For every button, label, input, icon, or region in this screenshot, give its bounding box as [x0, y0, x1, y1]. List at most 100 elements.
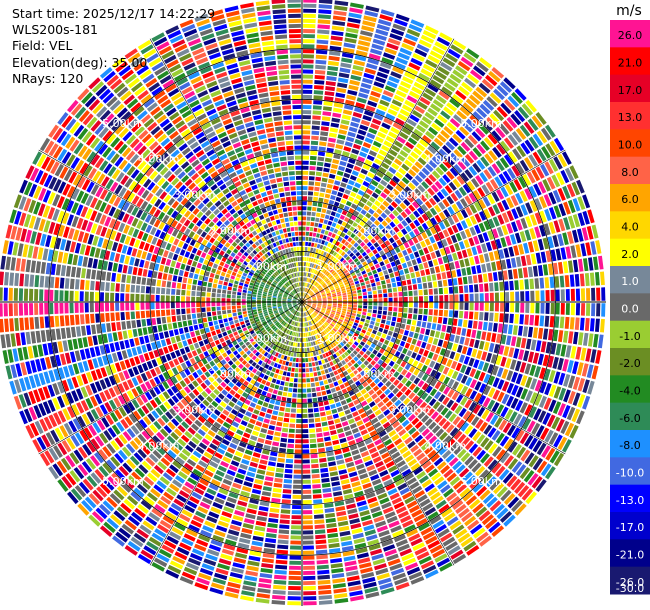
- range-gate: [421, 222, 429, 231]
- range-gate: [508, 151, 518, 163]
- range-gate: [287, 438, 295, 443]
- range-gate: [443, 106, 454, 116]
- range-gate: [421, 321, 427, 328]
- range-gate: [517, 268, 523, 279]
- range-gate: [331, 311, 336, 315]
- range-gate: [303, 327, 305, 332]
- range-gate: [308, 290, 312, 294]
- range-gate: [342, 259, 347, 265]
- range-gate: [370, 451, 380, 459]
- range-gate: [488, 70, 501, 83]
- range-gate: [345, 32, 358, 39]
- range-gate: [411, 338, 417, 345]
- range-gate: [363, 238, 370, 244]
- range-gate: [343, 393, 350, 399]
- range-gate: [302, 145, 310, 150]
- range-gate: [523, 121, 535, 134]
- range-gate: [368, 53, 381, 61]
- range-gate: [321, 331, 326, 336]
- range-gate: [259, 372, 265, 379]
- range-gate: [295, 439, 302, 444]
- range-gate: [539, 277, 545, 289]
- range-gate: [345, 272, 350, 277]
- range-gate: [524, 279, 529, 290]
- range-gate: [302, 454, 310, 459]
- range-gate: [305, 368, 310, 373]
- range-gate: [345, 327, 350, 332]
- range-gate: [434, 266, 441, 273]
- range-gate: [406, 319, 412, 325]
- range-gate: [376, 426, 384, 433]
- range-gate: [255, 598, 270, 604]
- range-gate: [341, 52, 354, 59]
- range-gate: [253, 530, 265, 537]
- range-gate: [389, 563, 403, 571]
- range-gate: [447, 254, 453, 262]
- range-gate: [510, 336, 517, 347]
- range-gate: [498, 249, 505, 259]
- range-gate: [292, 494, 302, 499]
- range-gate: [479, 254, 485, 264]
- range-gate: [348, 439, 356, 446]
- range-gate: [318, 584, 331, 590]
- range-gate: [465, 217, 473, 227]
- range-gate: [392, 572, 406, 581]
- range-gate: [429, 207, 438, 216]
- range-gate: [368, 298, 373, 302]
- range-gate: [410, 133, 421, 142]
- range-gate: [318, 14, 331, 20]
- range-gate: [366, 220, 373, 226]
- range-gate: [262, 486, 272, 492]
- range-gate: [370, 474, 380, 481]
- range-gate: [411, 417, 420, 426]
- range-gate: [327, 319, 332, 323]
- range-gate: [567, 199, 576, 214]
- range-gate: [331, 190, 338, 196]
- range-gate: [479, 103, 491, 115]
- range-gate: [408, 413, 416, 422]
- range-gate: [347, 580, 361, 587]
- range-gate: [232, 514, 244, 522]
- range-gate: [322, 299, 327, 301]
- range-gate: [384, 85, 396, 93]
- range-gate: [315, 212, 321, 218]
- range-gate: [403, 198, 411, 207]
- range-gate: [395, 276, 401, 282]
- range-gate: [231, 519, 242, 527]
- range-gate: [318, 321, 322, 326]
- range-gate: [393, 307, 398, 312]
- range-gate: [359, 220, 366, 227]
- range-gate: [537, 265, 544, 277]
- range-gate: [311, 268, 315, 273]
- range-gate: [582, 379, 590, 394]
- range-gate: [370, 90, 381, 98]
- range-gate: [455, 200, 464, 210]
- range-gate: [308, 278, 311, 283]
- range-gate: [500, 186, 509, 198]
- range-gate: [511, 384, 519, 396]
- range-gate: [299, 317, 301, 322]
- range-gate: [490, 354, 497, 364]
- range-gate: [328, 542, 340, 549]
- range-gate: [473, 65, 486, 77]
- range-gate: [347, 307, 352, 310]
- range-gate: [376, 246, 382, 252]
- range-gate: [366, 378, 373, 384]
- range-gate: [511, 499, 523, 513]
- range-gate: [231, 567, 244, 574]
- range-gate: [397, 85, 409, 94]
- range-gate: [386, 80, 398, 89]
- range-gate: [296, 317, 298, 321]
- range-gate: [392, 332, 398, 338]
- range-gate: [571, 181, 581, 196]
- range-gate: [305, 262, 309, 267]
- range-gate: [442, 435, 452, 445]
- range-gate: [499, 81, 513, 93]
- range-gate: [381, 377, 388, 384]
- range-gate: [260, 568, 273, 574]
- range-gate: [384, 324, 390, 330]
- range-gate: [347, 340, 353, 346]
- range-gate: [378, 302, 383, 306]
- range-gate: [439, 264, 445, 272]
- range-gate: [376, 443, 385, 451]
